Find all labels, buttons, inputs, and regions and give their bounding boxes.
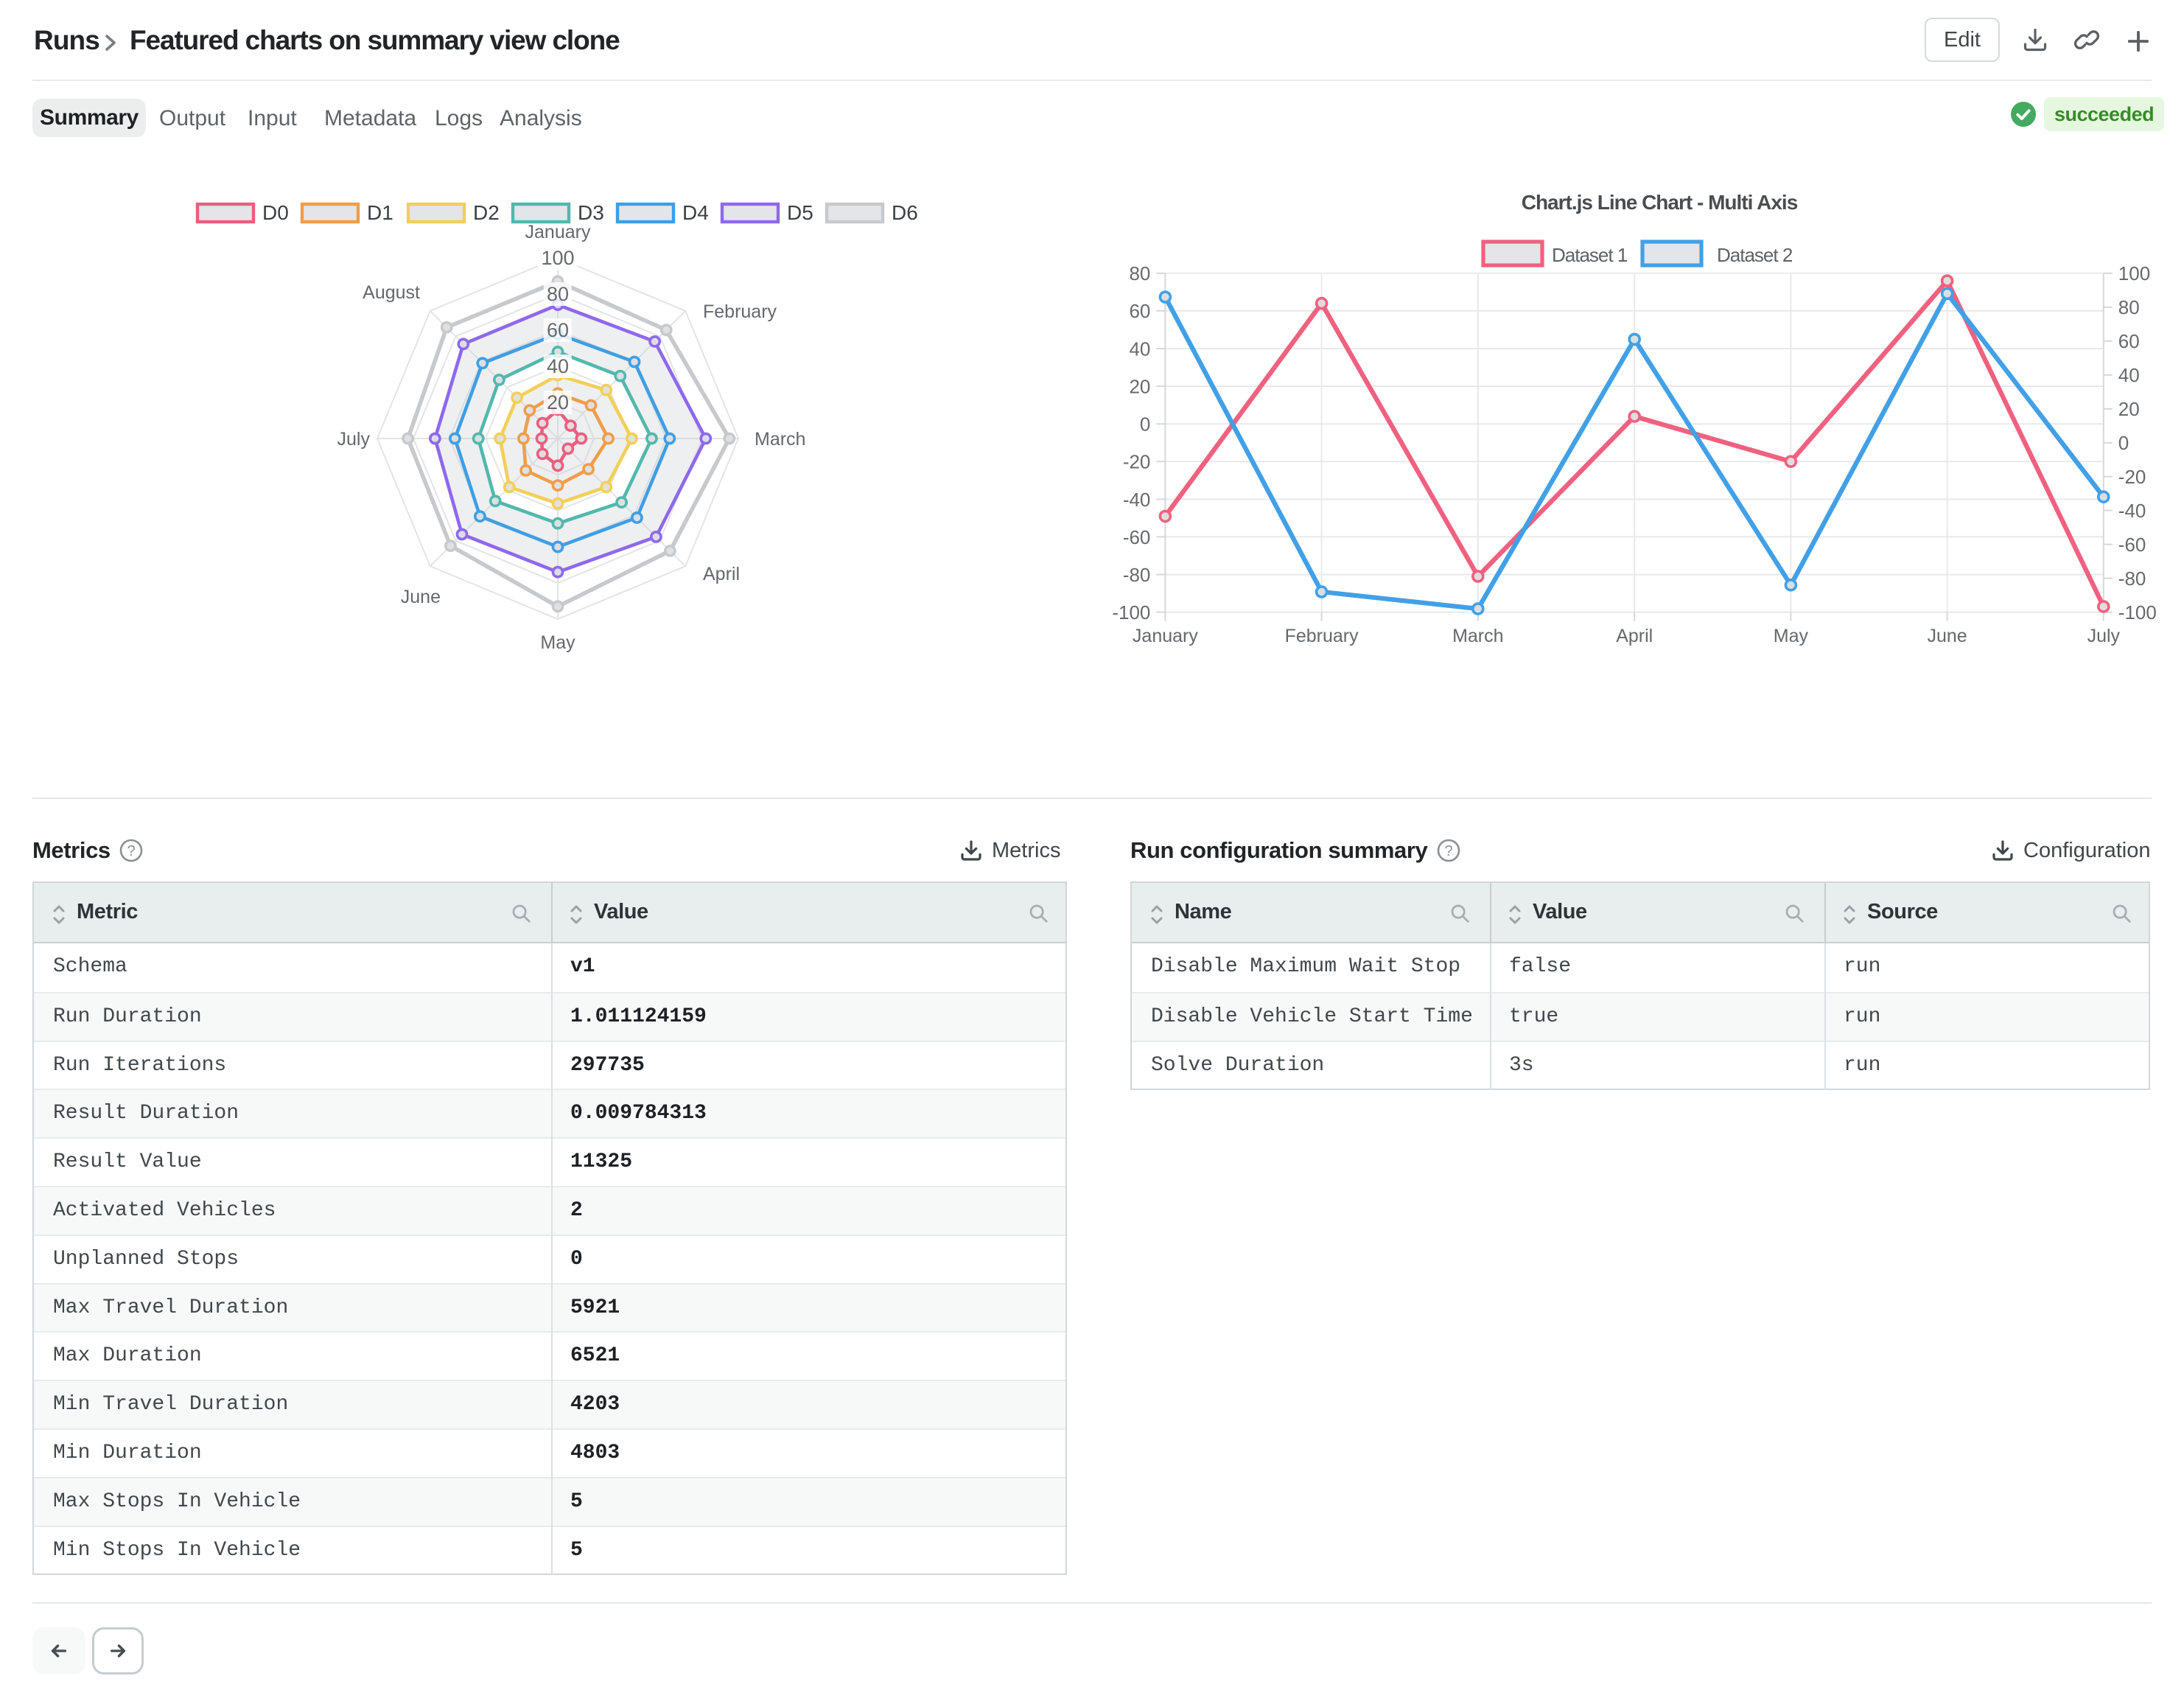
svg-text:80: 80 — [2118, 296, 2140, 318]
svg-text:Dataset 1: Dataset 1 — [1552, 244, 1628, 266]
svg-text:0: 0 — [1140, 413, 1150, 436]
svg-text:80: 80 — [1129, 262, 1150, 284]
svg-text:January: January — [1133, 626, 1198, 646]
svg-text:60: 60 — [2118, 330, 2140, 352]
svg-text:May: May — [540, 632, 575, 653]
svg-text:100: 100 — [541, 247, 574, 269]
svg-text:0: 0 — [2118, 432, 2129, 454]
svg-text:August: August — [363, 282, 420, 303]
svg-text:?: ? — [1444, 843, 1452, 859]
svg-text:May: May — [1774, 626, 1809, 646]
svg-text:100: 100 — [2118, 262, 2150, 284]
svg-text:April: April — [703, 564, 740, 584]
svg-text:40: 40 — [1129, 338, 1150, 360]
svg-text:February: February — [703, 301, 777, 322]
svg-text:D6: D6 — [892, 201, 918, 224]
svg-text:-80: -80 — [1123, 564, 1151, 586]
svg-text:-100: -100 — [2118, 601, 2157, 624]
svg-text:20: 20 — [2118, 398, 2140, 420]
svg-text:July: July — [337, 429, 371, 450]
svg-text:?: ? — [127, 843, 135, 859]
svg-text:-20: -20 — [2118, 466, 2146, 488]
svg-text:40: 40 — [2118, 364, 2140, 386]
svg-text:-40: -40 — [2118, 500, 2146, 522]
svg-text:March: March — [755, 429, 805, 450]
svg-text:D5: D5 — [787, 201, 813, 224]
svg-text:-60: -60 — [2118, 534, 2146, 556]
svg-text:July: July — [2087, 626, 2121, 646]
svg-text:February: February — [1285, 626, 1359, 646]
svg-text:-60: -60 — [1123, 526, 1151, 548]
svg-text:-80: -80 — [2118, 567, 2146, 590]
svg-text:June: June — [401, 587, 441, 607]
svg-text:20: 20 — [1129, 375, 1150, 397]
svg-text:March: March — [1452, 626, 1503, 646]
svg-text:D4: D4 — [682, 201, 709, 224]
svg-text:60: 60 — [547, 319, 569, 341]
svg-text:January: January — [525, 222, 591, 242]
svg-text:D3: D3 — [578, 201, 604, 224]
svg-text:Dataset 2: Dataset 2 — [1717, 244, 1793, 266]
svg-text:-100: -100 — [1112, 601, 1150, 624]
svg-text:40: 40 — [547, 355, 569, 377]
svg-text:April: April — [1616, 626, 1653, 646]
svg-text:-40: -40 — [1123, 489, 1151, 511]
svg-text:D1: D1 — [367, 201, 393, 224]
svg-text:-20: -20 — [1123, 451, 1151, 473]
svg-text:80: 80 — [547, 283, 569, 305]
svg-text:June: June — [1927, 626, 1967, 646]
svg-text:60: 60 — [1129, 300, 1150, 322]
svg-text:Chart.js Line Chart - Multi Ax: Chart.js Line Chart - Multi Axis — [1522, 191, 1798, 214]
svg-text:20: 20 — [547, 391, 569, 413]
svg-text:D0: D0 — [262, 201, 289, 224]
svg-text:D2: D2 — [473, 201, 500, 224]
